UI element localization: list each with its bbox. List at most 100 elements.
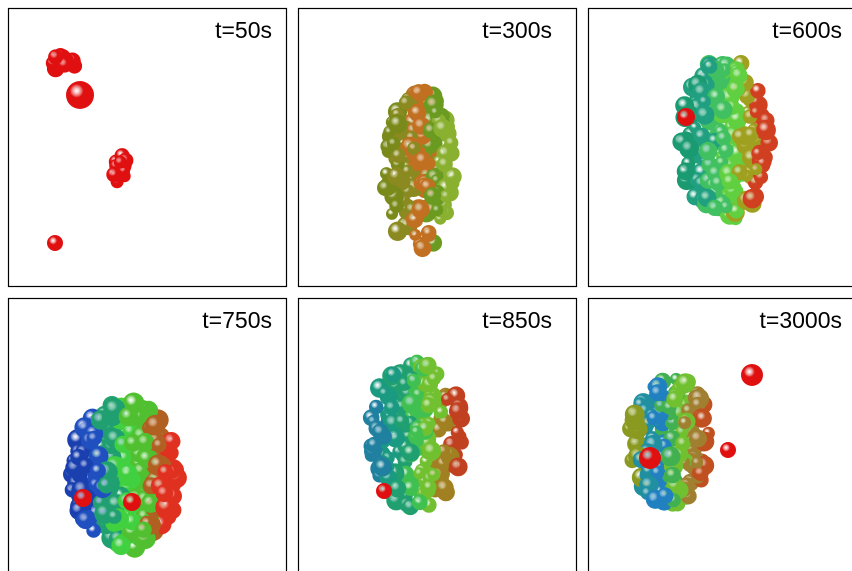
particle [695,410,712,427]
panel: t=3000s [589,299,852,571]
particle [422,480,437,495]
particle [378,387,391,400]
particle [111,536,130,555]
particle [703,59,718,74]
particle [409,229,421,241]
particle [677,163,695,181]
particle [639,447,661,469]
particle [158,464,174,480]
particle [741,364,763,386]
particle [114,156,127,169]
particle [698,95,711,108]
particle [625,405,645,425]
particle [119,464,138,483]
particle [427,468,440,481]
particle [373,458,392,477]
particle [435,478,454,497]
particle [412,201,430,219]
particle [722,173,738,189]
particle [660,447,680,467]
particle [87,431,102,446]
particle [394,414,409,429]
particle [387,167,405,185]
particle [419,357,437,375]
particle [402,443,420,461]
particle [430,106,442,118]
particle [720,442,736,458]
particle [707,200,723,216]
particle [388,222,407,241]
particle [384,400,399,415]
particle [369,400,383,414]
particle [152,438,167,453]
particle [437,156,453,172]
panel: t=600s [589,9,852,287]
panel: t=50s [9,9,287,287]
particle [649,384,666,401]
particle [387,137,400,150]
particle [647,411,661,425]
particle [410,84,427,101]
particle [106,167,122,183]
panel-label: t=3000s [760,307,843,333]
particle [743,189,763,209]
particle [414,467,426,479]
particle [750,163,762,175]
particle [76,511,95,530]
particle [695,105,715,125]
particle [136,433,154,451]
particle [750,106,762,118]
particle [451,426,464,439]
panel-label: t=300s [482,17,552,43]
particle [431,204,443,216]
particle [435,405,448,418]
particle [412,494,428,510]
particle [449,458,468,477]
panel-label: t=600s [772,17,842,43]
figure: t=50s t=300s t=600s t=750s t=850s t=3000… [0,0,852,571]
particle [156,485,174,503]
particle [388,114,407,133]
panel-label: t=50s [215,17,272,43]
particle [718,143,733,158]
particle [677,108,695,126]
particle [366,437,381,452]
particle [664,467,681,484]
particle [119,407,138,426]
particle [699,142,718,161]
particle [389,199,403,213]
particle [420,397,436,413]
particle [691,457,703,469]
particle [441,393,454,406]
particle [123,493,141,511]
particle [714,100,733,119]
panel: t=750s [9,299,287,571]
particle [47,235,63,251]
particle [90,463,106,479]
particle [98,477,115,494]
particle [666,391,683,408]
particle [678,416,691,429]
particle [407,374,421,388]
particle [675,436,691,452]
particle [145,415,166,436]
particle [657,487,674,504]
panel-label: t=850s [482,307,552,333]
page: {"panels": [ {"label": "t=50s"}, {"label… [0,0,852,571]
particle [440,190,453,203]
particle [410,426,422,438]
panel: t=300s [299,9,577,287]
particle [424,187,441,204]
particle [449,402,467,420]
particle [414,151,432,169]
particle [135,522,151,538]
particle [444,136,458,150]
particle [756,120,776,140]
particle [730,67,748,85]
particle [74,489,92,507]
particle [376,483,392,499]
particle [402,394,422,414]
particle [679,139,699,159]
particle [48,49,63,64]
particle [385,367,401,383]
